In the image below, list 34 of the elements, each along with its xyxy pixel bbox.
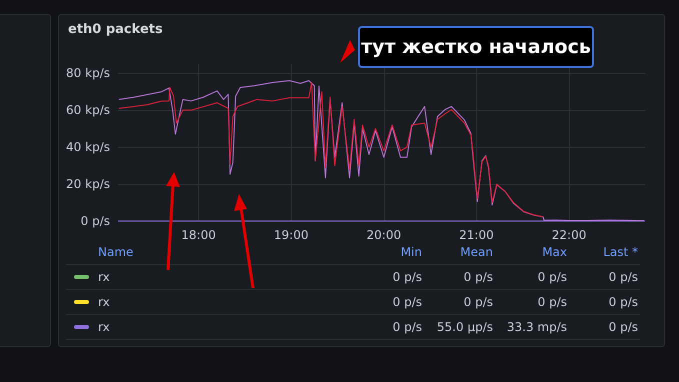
text: Min (400, 245, 422, 259)
y-tick-label: 0 p/s (80, 214, 110, 228)
text: 33.3 mp/s (506, 320, 567, 334)
text: 0 p/s (538, 295, 567, 309)
line-series (118, 80, 645, 222)
text: 0 p/s (464, 270, 493, 284)
text: 0 p/s (392, 295, 422, 309)
y-tick-label: 60 kp/s (66, 103, 110, 118)
y-tick-label: 40 kp/s (66, 140, 110, 154)
legend-label: rx (98, 320, 110, 334)
text: 0 p/s (608, 320, 638, 334)
y-tick-label: 80 kp/s (66, 66, 110, 80)
x-tick-label: 22:00 (552, 228, 586, 242)
line-series (118, 82, 544, 218)
text: 0 p/s (392, 270, 422, 284)
x-tick-label: 18:00 (181, 228, 216, 242)
y-tick-label: 20 kp/s (66, 177, 110, 192)
text: Mean (460, 245, 493, 259)
text: Last * (603, 245, 638, 259)
text: 0 p/s (392, 320, 422, 334)
legend-label: rx (98, 270, 110, 284)
text: Name (98, 245, 134, 259)
chart-title: eth0 packets (68, 22, 163, 37)
x-tick-label: 19:00 (274, 228, 308, 242)
text: 55.0 µp/s (436, 320, 493, 334)
text: Max (542, 245, 567, 259)
text: 0 p/s (464, 295, 493, 309)
legend-label: rx (98, 295, 110, 309)
x-tick-label: 20:00 (366, 228, 402, 242)
text: 0 p/s (608, 295, 638, 309)
x-tick-label: 21:00 (459, 228, 494, 242)
text: 0 p/s (608, 270, 638, 284)
text: 0 p/s (538, 270, 567, 284)
text: тут жестко началось (358, 26, 594, 68)
